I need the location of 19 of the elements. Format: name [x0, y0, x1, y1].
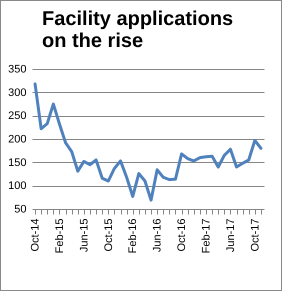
y-tick-label: 350 [8, 64, 26, 76]
y-tick-label: 100 [8, 180, 26, 192]
x-tick-label: Oct-15 [102, 218, 115, 252]
y-tick-label: 150 [8, 156, 26, 169]
x-tick-label: Oct-14 [30, 218, 42, 252]
x-tick-label: Jun-15 [78, 218, 90, 252]
x-tick-label: Feb-16 [127, 218, 140, 254]
x-tick-label: Feb-15 [54, 218, 66, 254]
y-tick-label: 50 [14, 204, 26, 216]
y-tick-label: 200 [8, 134, 26, 146]
line-series [34, 82, 262, 202]
y-tick-label: 250 [8, 110, 26, 122]
chart-title: Facility applications on the rise [42, 8, 234, 52]
x-tick-label: Oct-17 [249, 218, 262, 252]
x-tick-label: Jun-17 [224, 218, 237, 252]
y-tick-label: 300 [8, 86, 26, 99]
x-tick-label: Oct-16 [176, 218, 188, 252]
x-tick-label: Feb-17 [200, 218, 212, 254]
x-tick-label: Jun-16 [152, 218, 164, 252]
